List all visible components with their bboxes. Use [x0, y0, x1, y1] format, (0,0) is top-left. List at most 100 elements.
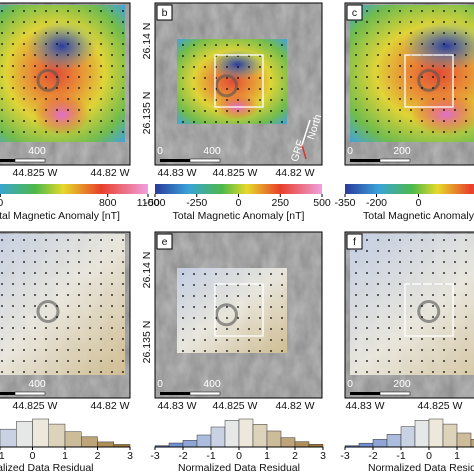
station-dot: [465, 349, 467, 351]
station-dot: [193, 339, 195, 341]
histogram-bar: [168, 442, 184, 448]
station-dot: [432, 349, 434, 351]
lon-tick-label: 44.83 W: [345, 400, 384, 412]
station-dot: [12, 21, 14, 23]
station-dot: [443, 239, 445, 241]
station-dot: [100, 131, 102, 133]
histogram-bar: [64, 431, 82, 448]
station-dot: [45, 43, 47, 45]
histogram-bar: [32, 418, 49, 448]
station-dot: [443, 261, 445, 263]
station-dot: [12, 10, 14, 12]
station-dot: [67, 239, 69, 241]
station-dot: [454, 120, 456, 122]
station-dot: [182, 121, 184, 123]
station-dot: [78, 272, 80, 274]
station-dot: [388, 65, 390, 67]
station-dot: [12, 250, 14, 252]
station-dot: [193, 77, 195, 79]
station-dot: [34, 283, 36, 285]
station-dot: [248, 88, 250, 90]
station-dot: [281, 121, 283, 123]
station-dot: [355, 316, 357, 318]
station-dot: [366, 43, 368, 45]
station-dot: [122, 76, 124, 78]
lon-tick-label: 44.825 W: [213, 400, 258, 412]
histogram-bar: [224, 420, 240, 448]
station-dot: [366, 283, 368, 285]
station-dot: [100, 349, 102, 351]
focus-box: [404, 283, 454, 337]
station-dot: [89, 327, 91, 329]
station-dot: [1, 305, 3, 307]
station-dot: [12, 360, 14, 362]
station-dot: [67, 371, 69, 373]
residual-overlay: [350, 234, 474, 375]
histogram-tick-label: -2: [178, 450, 187, 462]
station-dot: [237, 306, 239, 308]
station-dot: [45, 32, 47, 34]
station-dot: [67, 65, 69, 67]
station-dot: [34, 21, 36, 23]
station-dot: [388, 349, 390, 351]
station-dot: [34, 327, 36, 329]
station-dot: [111, 109, 113, 111]
station-dot: [377, 87, 379, 89]
station-dot: [23, 109, 25, 111]
station-dot: [259, 306, 261, 308]
station-dot: [377, 338, 379, 340]
station-dot: [34, 338, 36, 340]
panel-label: b: [162, 7, 168, 19]
station-dot: [78, 54, 80, 56]
station-dot: [259, 121, 261, 123]
station-dot: [78, 371, 80, 373]
panel-label-box: [156, 4, 173, 21]
station-dot: [443, 316, 445, 318]
station-dot: [443, 109, 445, 111]
station-dot: [377, 65, 379, 67]
station-dot: [248, 99, 250, 101]
station-dot: [465, 21, 467, 23]
station-dot: [34, 98, 36, 100]
histogram-tick-label: 1: [62, 450, 68, 462]
anomaly-high: [411, 94, 474, 136]
station-dot: [259, 295, 261, 297]
histogram-tick-label: 0: [426, 450, 432, 462]
station-dot: [355, 54, 357, 56]
scale-label: 400: [28, 145, 46, 157]
station-dot: [399, 316, 401, 318]
focus-box: [214, 54, 264, 108]
station-dot: [443, 338, 445, 340]
station-dot: [388, 10, 390, 12]
station-dot: [89, 283, 91, 285]
station-dot: [204, 328, 206, 330]
station-dot: [111, 371, 113, 373]
station-dot: [432, 65, 434, 67]
station-dot: [281, 339, 283, 341]
histogram-tick-label: -3: [150, 450, 159, 462]
station-dot: [1, 76, 3, 78]
station-dot: [465, 294, 467, 296]
station-dot: [410, 76, 412, 78]
station-dot: [111, 76, 113, 78]
station-dot: [12, 327, 14, 329]
station-dot: [23, 65, 25, 67]
station-dot: [377, 239, 379, 241]
histogram-bar: [428, 418, 444, 448]
panel-label: e: [162, 236, 168, 248]
station-dot: [270, 350, 272, 352]
station-dot: [89, 98, 91, 100]
station-dot: [12, 316, 14, 318]
station-dot: [465, 98, 467, 100]
scale-label: 400: [203, 378, 221, 390]
station-dot: [454, 131, 456, 133]
station-dot: [454, 305, 456, 307]
station-dot: [366, 360, 368, 362]
station-dot: [410, 305, 412, 307]
station-dot: [399, 283, 401, 285]
station-dot: [193, 55, 195, 57]
lon-tick-label: 44.825 W: [418, 400, 463, 412]
station-dot: [410, 65, 412, 67]
scale-label: 0: [347, 145, 353, 157]
station-dot: [34, 360, 36, 362]
